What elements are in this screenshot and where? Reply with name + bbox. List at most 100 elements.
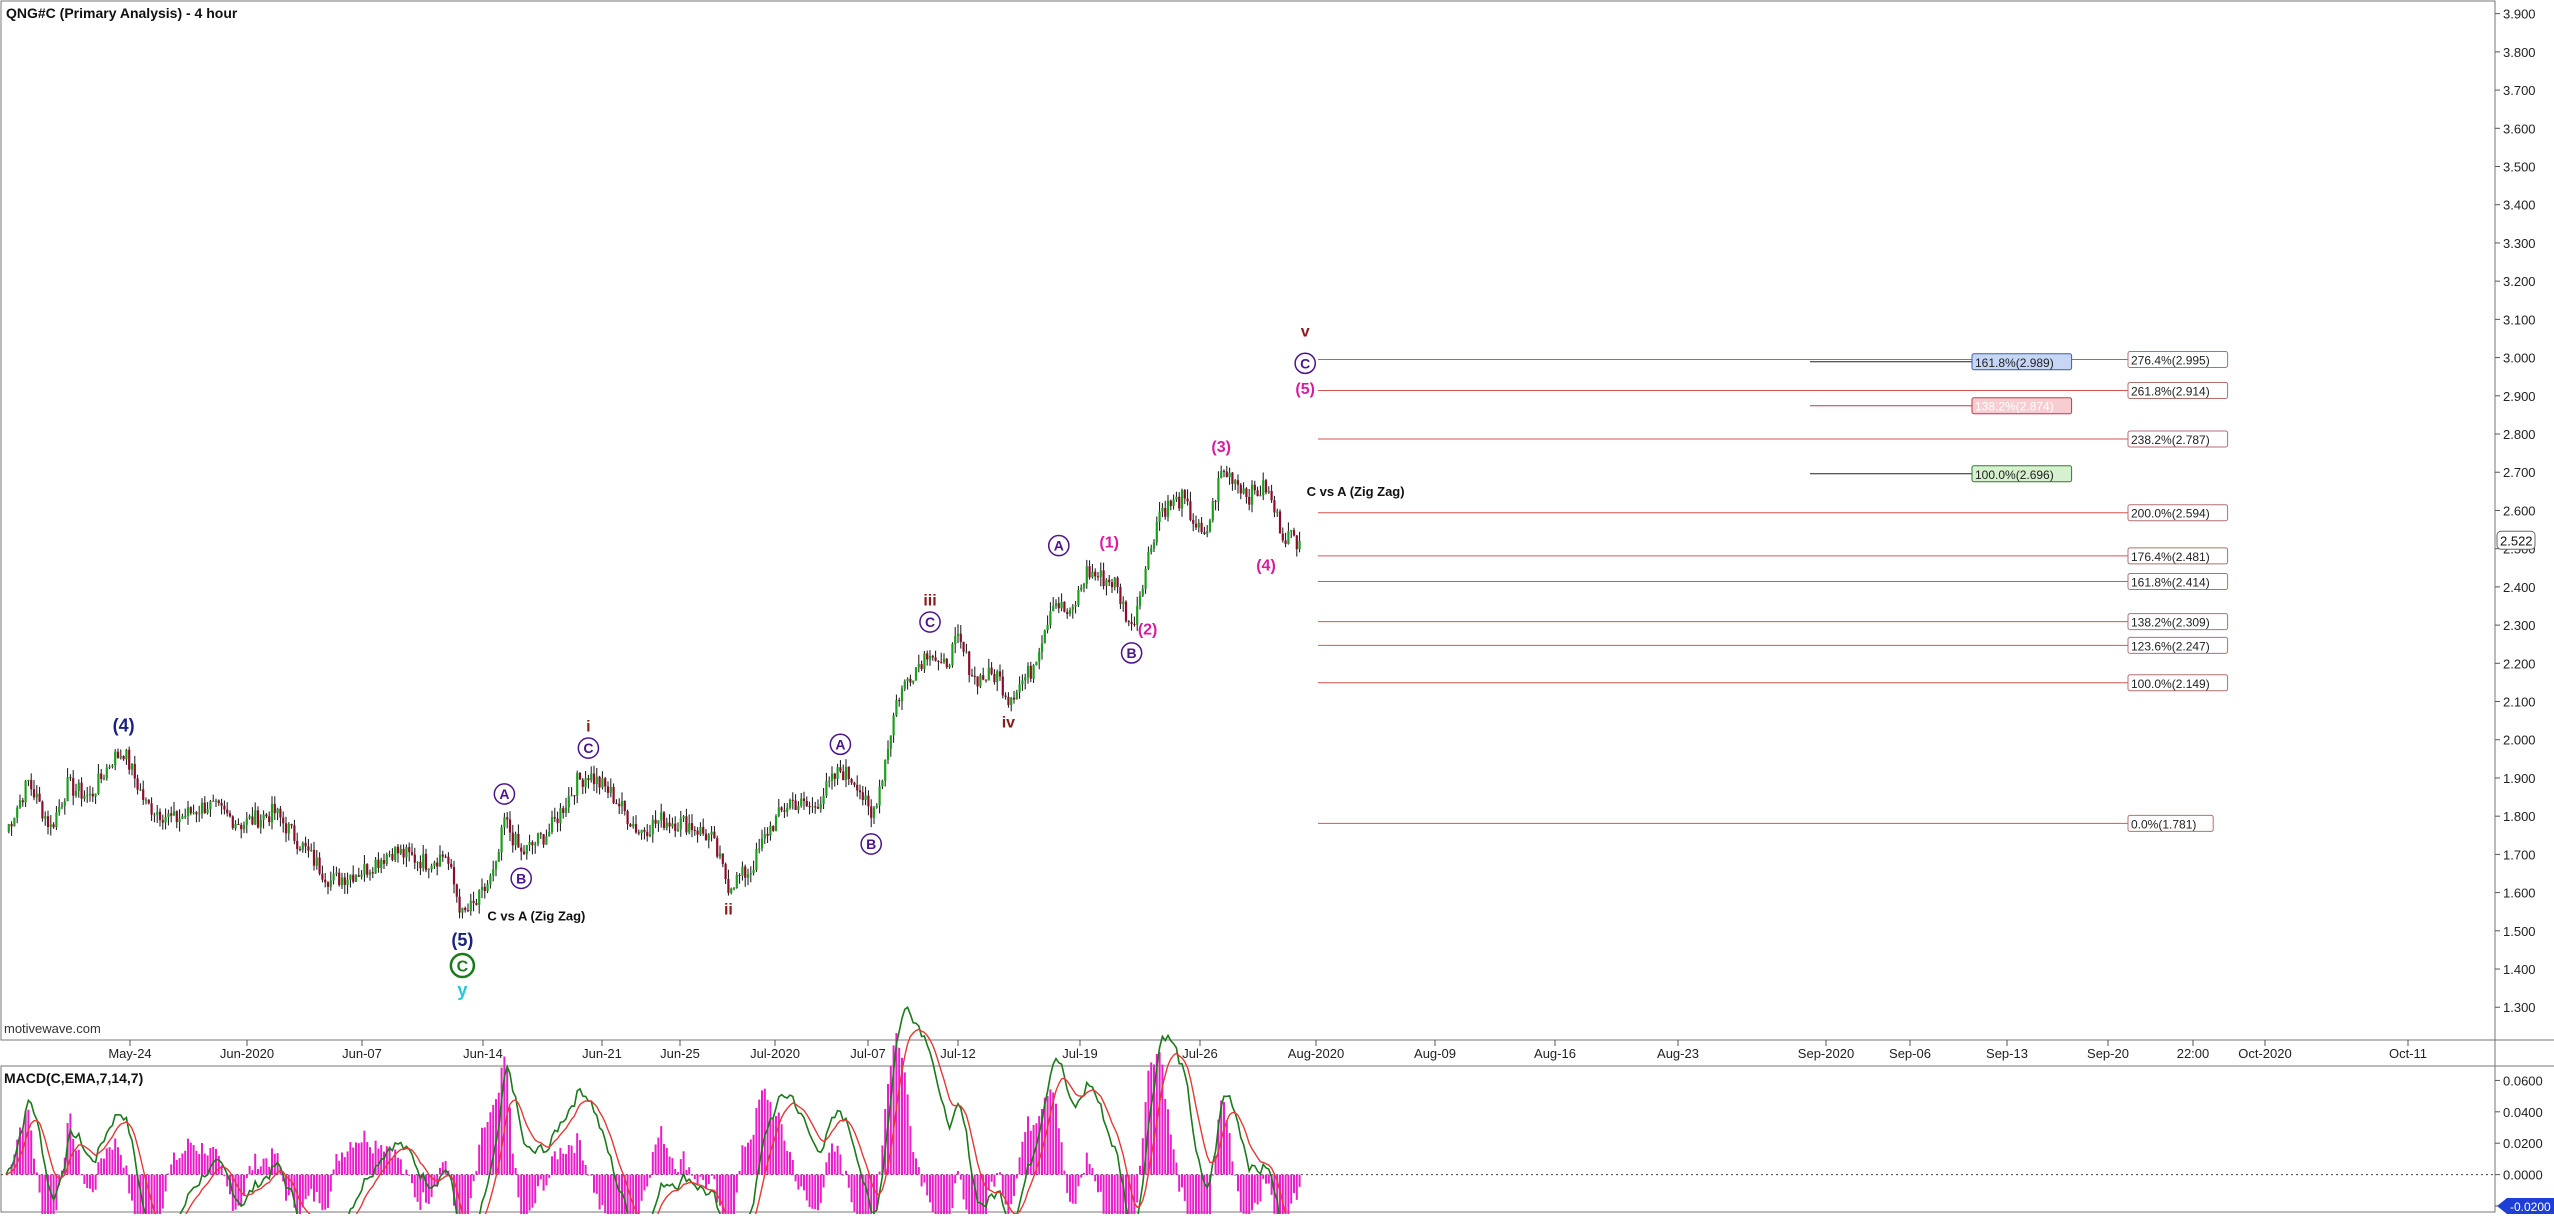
candle-body <box>651 819 654 835</box>
price-tick-label: 3.700 <box>2503 83 2536 98</box>
wave-circle <box>449 952 476 979</box>
macd-histogram-bar <box>1041 1109 1043 1175</box>
price-tick-label: 1.600 <box>2503 886 2536 901</box>
candle-body <box>301 842 304 850</box>
macd-histogram-bar <box>786 1150 789 1175</box>
candle-body <box>853 782 856 785</box>
price-axis[interactable]: 3.900 3.800 3.700 3.600 3.500 3.400 3.300 3.200… <box>2495 7 2536 1016</box>
macd-histogram-bar <box>520 1174 523 1218</box>
candle-body <box>287 823 290 834</box>
wave-label: A <box>499 786 509 802</box>
candle-body <box>791 799 794 801</box>
macd-histogram-bar <box>455 1174 458 1219</box>
candle-body <box>1180 490 1184 509</box>
macd-histogram-bar <box>531 1174 534 1208</box>
fib-level-box <box>2127 636 2229 654</box>
candle-body <box>1110 582 1114 588</box>
candle-body <box>741 866 744 876</box>
candle-body <box>195 812 198 815</box>
macd-histogram-bar <box>1102 1174 1105 1214</box>
candle-body <box>696 830 699 835</box>
candle-body <box>472 900 475 903</box>
macd-histogram-bar <box>1295 1174 1298 1200</box>
candle-body <box>662 812 666 828</box>
macd-histogram-bar <box>268 1166 271 1175</box>
macd-histogram-bar <box>1032 1124 1035 1175</box>
candle-body <box>312 849 316 866</box>
candle-body <box>413 854 416 863</box>
wave-label: B <box>516 870 526 886</box>
candle-body <box>321 873 324 880</box>
macd-histogram-bar <box>651 1152 654 1175</box>
candle-body <box>391 854 394 860</box>
fib-level-label: 261.8%(2.914) <box>2131 384 2210 398</box>
macd-histogram-bar <box>411 1174 413 1184</box>
macd-histogram-bar <box>1195 1174 1197 1219</box>
candle-body <box>926 653 929 660</box>
macd-histogram-bar <box>156 1174 159 1219</box>
macd-histogram-bar <box>1209 1174 1211 1217</box>
macd-histogram-bar <box>346 1151 349 1175</box>
candle-body <box>668 822 671 827</box>
candle-body <box>259 819 262 828</box>
macd-histogram-bar <box>1141 1138 1144 1175</box>
time-tick-label: Sep-13 <box>1986 1046 2028 1061</box>
macd-histogram-bar <box>44 1174 47 1219</box>
wave-label: (5) <box>451 930 473 950</box>
candle-body <box>1259 495 1262 497</box>
time-tick-label: Jun-07 <box>342 1046 382 1061</box>
macd-tick-label: 0.0000 <box>2503 1168 2543 1183</box>
time-tick-label: Jul-07 <box>850 1046 885 1061</box>
macd-histogram-bar <box>679 1159 682 1175</box>
candle-body <box>1113 577 1116 588</box>
candle-body <box>147 799 150 804</box>
candle-body <box>1096 576 1100 578</box>
wave-label: iii <box>923 593 936 610</box>
macd-histogram-bar <box>797 1174 800 1190</box>
candle-body <box>212 801 215 803</box>
candle-body <box>49 824 52 827</box>
macd-histogram-bar <box>811 1174 814 1209</box>
candle-body <box>483 886 486 891</box>
candle-body <box>122 755 125 760</box>
candle-body <box>1052 605 1055 612</box>
macd-histogram-bar <box>769 1101 772 1175</box>
macd-histogram-bar <box>632 1174 635 1219</box>
candle-body <box>251 816 254 825</box>
candle-body <box>458 896 461 913</box>
macd-histogram-bar <box>343 1157 346 1175</box>
macd-histogram-bar <box>41 1174 44 1219</box>
candle-body <box>307 846 310 851</box>
candle-body <box>1102 570 1105 586</box>
candle-body <box>461 907 464 913</box>
macd-histogram-bar <box>1097 1174 1099 1193</box>
wave-label: i <box>586 719 590 736</box>
macd-histogram-bar <box>957 1170 959 1175</box>
candle-body <box>872 807 876 818</box>
candle-body <box>1242 488 1245 494</box>
candle-body <box>444 856 447 858</box>
macd-histogram-bar <box>408 1174 411 1176</box>
candle-body <box>1122 601 1125 605</box>
macd-histogram-bar <box>189 1142 192 1175</box>
price-tick-label: 3.500 <box>2503 160 2536 175</box>
candle-body <box>923 653 926 669</box>
macd-histogram-bar <box>10 1164 13 1175</box>
wave-label: (4) <box>113 716 135 736</box>
candle-body <box>231 816 234 829</box>
macd-histogram-bar <box>58 1174 61 1186</box>
candle-body <box>573 795 576 797</box>
candle-body <box>889 735 892 749</box>
macd-histogram-bar <box>931 1174 934 1213</box>
candle-body <box>164 817 167 823</box>
time-axis[interactable]: May-24 Jun-2020 Jun-07 Jun-14 Jun-21 Jun-25 Ju… <box>108 1040 2427 1061</box>
macd-histogram-bar <box>187 1138 189 1175</box>
macd-histogram-bar <box>472 1174 475 1182</box>
candle-body <box>508 819 512 833</box>
candle-body <box>968 651 971 676</box>
candle-body <box>1172 499 1175 507</box>
candle-body <box>766 833 769 836</box>
macd-histogram-bar <box>727 1174 730 1219</box>
